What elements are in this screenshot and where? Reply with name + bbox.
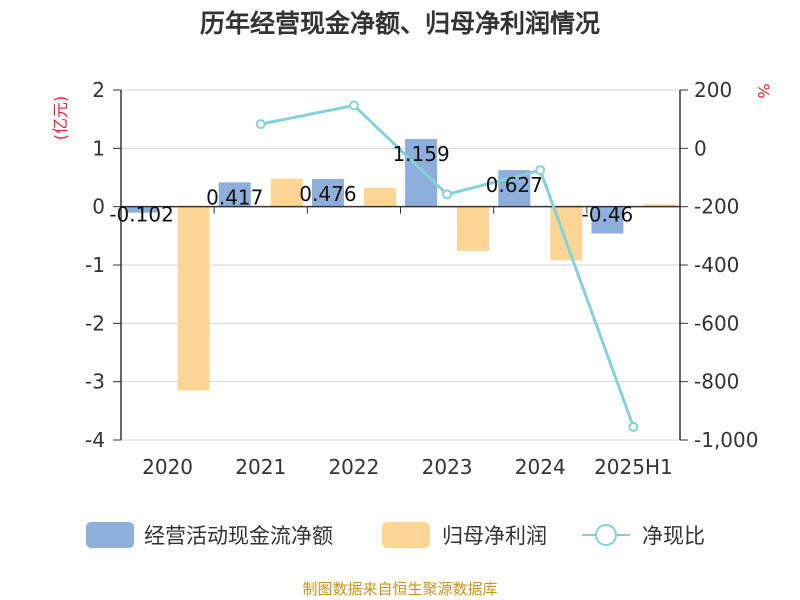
legend-swatch-cashflow xyxy=(86,522,134,548)
legend-swatch-profit xyxy=(382,522,430,548)
data-label-cashflow: 1.159 xyxy=(392,142,449,166)
left-tick-label: -2 xyxy=(85,311,105,335)
data-label-cashflow: 0.627 xyxy=(486,173,543,197)
left-tick-label: 0 xyxy=(92,195,105,219)
bar-profit xyxy=(177,206,210,391)
ratio-line xyxy=(255,100,639,432)
legend-label-cashflow: 经营活动现金流净额 xyxy=(144,524,333,548)
bar-cashflow xyxy=(311,178,344,207)
bar-cashflow xyxy=(218,182,251,207)
right-axis-unit: % xyxy=(754,83,773,98)
right-tick-label: -400 xyxy=(694,253,739,277)
bar-cashflow xyxy=(591,206,624,234)
left-axis-ticks: 2 1 0 -1 -2 -3 -4 xyxy=(85,78,121,452)
right-tick-label: -1,000 xyxy=(694,428,758,452)
data-label-cashflow: 0.476 xyxy=(299,182,356,206)
category-label: 2020 xyxy=(142,455,193,479)
right-tick-label: -600 xyxy=(694,311,739,335)
right-tick-label: 0 xyxy=(694,136,707,160)
left-tick-label: -3 xyxy=(85,370,105,394)
left-tick-label: 1 xyxy=(92,136,105,160)
left-tick-label: -1 xyxy=(85,253,105,277)
category-label: 2024 xyxy=(515,455,566,479)
data-label-cashflow: -0.102 xyxy=(109,203,173,227)
data-labels: -0.102 0.417 0.476 1.159 0.627 -0.46 xyxy=(109,142,633,227)
category-label: 2021 xyxy=(235,455,286,479)
right-tick-label: -200 xyxy=(694,195,739,219)
legend: 经营活动现金流净额 归母净利润 净现比 xyxy=(86,522,705,548)
category-label: 2025H1 xyxy=(594,455,673,479)
ratio-point xyxy=(442,189,453,200)
ratio-point xyxy=(535,165,546,176)
right-tick-label: 200 xyxy=(694,78,732,102)
right-tick-label: -800 xyxy=(694,370,739,394)
data-source-note: 制图数据来自恒生聚源数据库 xyxy=(302,580,497,598)
bar-cashflow xyxy=(125,206,158,213)
legend-label-ratio: 净现比 xyxy=(642,524,705,548)
right-axis-ticks: 200 0 -200 -400 -600 -800 -1,000 xyxy=(680,78,758,452)
data-label-cashflow: 0.417 xyxy=(206,185,263,209)
left-axis-unit: (亿元) xyxy=(51,96,70,141)
bar-profit xyxy=(457,206,490,251)
bar-profit xyxy=(270,178,303,207)
left-tick-label: -4 xyxy=(85,428,105,452)
legend-marker-ratio xyxy=(595,524,617,546)
chart-title: 历年经营现金净额、归母净利润情况 xyxy=(200,9,600,38)
ratio-point xyxy=(255,119,266,130)
legend-label-profit: 归母净利润 xyxy=(442,524,547,548)
category-label: 2023 xyxy=(422,455,473,479)
bar-cashflow xyxy=(405,139,438,207)
category-labels: 2020 2021 2022 2023 2024 2025H1 xyxy=(142,455,673,479)
left-tick-label: 2 xyxy=(92,78,105,102)
ratio-point xyxy=(628,421,639,432)
axes xyxy=(120,90,681,440)
ratio-point xyxy=(348,100,359,111)
bar-profit xyxy=(643,204,676,207)
category-label: 2022 xyxy=(328,455,379,479)
bar-profit xyxy=(363,188,396,207)
data-label-cashflow: -0.46 xyxy=(582,203,634,227)
bars xyxy=(125,139,676,391)
